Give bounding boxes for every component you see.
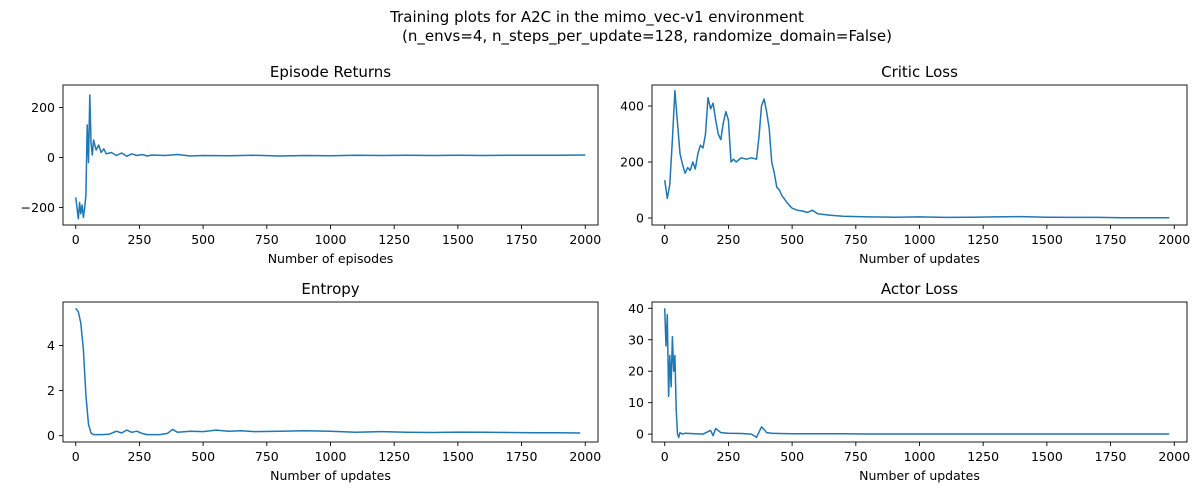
x-tick-label: 250 (716, 449, 740, 464)
x-tick-label: 500 (191, 232, 215, 247)
x-tick-label: 2000 (1158, 449, 1190, 464)
x-axis-label: Number of updates (859, 468, 980, 483)
x-tick-label: 1750 (506, 232, 538, 247)
x-tick-label: 750 (255, 232, 279, 247)
series-line (663, 89, 1170, 219)
x-tick-label: 1500 (442, 232, 474, 247)
x-tick-label: 500 (780, 232, 804, 247)
x-tick-label: 0 (72, 449, 80, 464)
y-tick-label: 0 (47, 150, 55, 165)
y-tick-label: 30 (628, 332, 644, 347)
y-tick-label: 10 (628, 395, 644, 410)
x-tick-label: 2000 (569, 449, 601, 464)
x-tick-label: 1500 (1031, 449, 1063, 464)
x-tick-label: 1000 (904, 449, 936, 464)
x-tick-label: 1750 (1095, 232, 1127, 247)
x-tick-label: 750 (255, 449, 279, 464)
x-axis-label: Number of updates (270, 468, 391, 483)
x-tick-label: 250 (127, 449, 151, 464)
subplot-1: Critic Loss 0 250 500 750 1000 1250 1500 1750 200… (620, 63, 1190, 266)
subplot-title: Critic Loss (881, 63, 958, 81)
x-tick-label: 250 (716, 232, 740, 247)
x-tick-label: 0 (661, 232, 669, 247)
x-tick-label: 1250 (378, 232, 410, 247)
y-tick-label: 2 (47, 383, 55, 398)
x-tick-label: 1250 (378, 449, 410, 464)
y-tick-label: 40 (628, 301, 644, 316)
x-tick-label: 250 (127, 232, 151, 247)
y-tick-label: 0 (636, 427, 644, 442)
x-tick-label: 2000 (1158, 232, 1190, 247)
x-tick-label: 1500 (442, 449, 474, 464)
axes-frame (651, 301, 1188, 443)
x-tick-label: 1000 (904, 232, 936, 247)
x-tick-label: 500 (780, 449, 804, 464)
y-tick-label: 20 (628, 364, 644, 379)
x-tick-label: 1750 (506, 449, 538, 464)
subplot-2: Entropy 0 250 500 750 1000 1250 1500 1750 2000 0 2 4… (47, 280, 601, 483)
x-tick-label: 1000 (315, 232, 347, 247)
x-tick-label: 1750 (1095, 449, 1127, 464)
subplot-title: Actor Loss (881, 280, 958, 298)
y-tick-label: −200 (21, 200, 55, 215)
x-tick-label: 750 (844, 449, 868, 464)
subplot-title: Entropy (301, 280, 359, 298)
x-axis-label: Number of updates (859, 251, 980, 266)
x-tick-label: 1250 (967, 232, 999, 247)
x-tick-label: 1500 (1031, 232, 1063, 247)
series-line (663, 308, 1170, 439)
subplot-3: Actor Loss 0 250 500 750 1000 1250 1500 1750 2000… (628, 280, 1190, 483)
x-tick-label: 500 (191, 449, 215, 464)
x-axis-label: Number of episodes (268, 251, 394, 266)
series-line (74, 94, 586, 220)
axes-frame (62, 301, 599, 443)
axes-frame (651, 84, 1188, 226)
y-tick-label: 4 (47, 338, 55, 353)
x-tick-label: 1250 (967, 449, 999, 464)
x-tick-label: 0 (661, 449, 669, 464)
y-tick-label: 200 (31, 100, 55, 115)
figure-suptitle-line2: (n_envs=4, n_steps_per_update=128, rando… (402, 27, 892, 46)
y-tick-label: 0 (47, 428, 55, 443)
y-tick-label: 400 (620, 99, 644, 114)
x-tick-label: 0 (72, 232, 80, 247)
x-tick-label: 750 (844, 232, 868, 247)
subplot-title: Episode Returns (270, 63, 391, 81)
figure-suptitle-line1: Training plots for A2C in the mimo_vec-v… (389, 8, 804, 27)
subplot-0: Episode Returns 0 250 500 750 1000 1250 1500 175… (21, 63, 602, 266)
x-tick-label: 1000 (315, 449, 347, 464)
y-tick-label: 200 (620, 155, 644, 170)
x-tick-label: 2000 (569, 232, 601, 247)
y-tick-label: 0 (636, 211, 644, 226)
series-line (75, 307, 581, 436)
